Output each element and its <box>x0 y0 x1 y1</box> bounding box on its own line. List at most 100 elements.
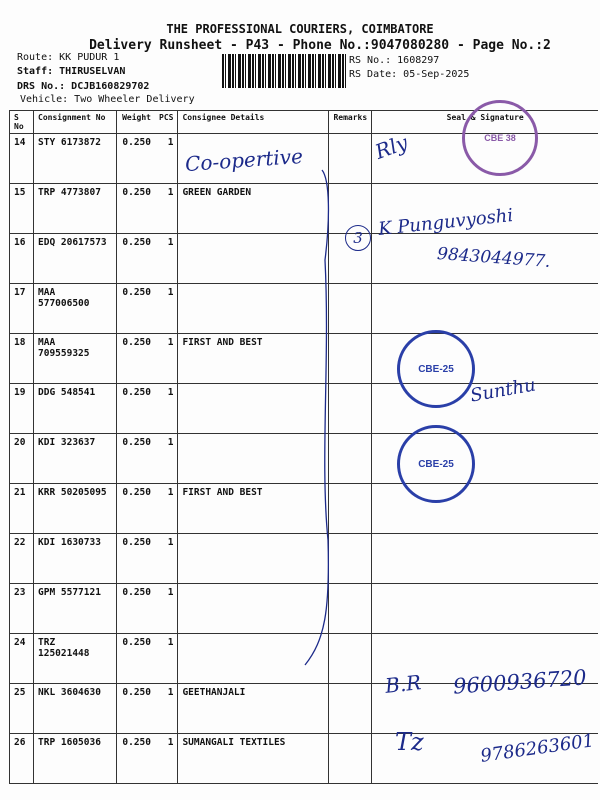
remarks-cell <box>328 383 373 434</box>
runsheet-subtitle: Delivery Runsheet - P43 - Phone No.:9047… <box>89 38 551 53</box>
consignment-number: KRR 50205095 <box>33 483 117 534</box>
weight: 0.250 <box>116 283 155 334</box>
col-weight: Weight <box>116 110 155 134</box>
handwritten-signature: B.R <box>383 670 423 698</box>
pieces: 1 <box>155 133 179 184</box>
serial-number: 19 <box>9 383 34 434</box>
seal-signature-cell <box>371 483 599 534</box>
seal-signature-cell <box>371 533 599 584</box>
weight: 0.250 <box>116 233 155 284</box>
pieces: 1 <box>155 383 179 434</box>
company-stamp: CBE-25 <box>397 425 475 503</box>
table-row: 25 NKL 3604630 0.250 1 GEETHANJALI <box>9 683 599 734</box>
col-consignment: Consignment No <box>33 110 117 134</box>
pieces: 1 <box>155 633 179 684</box>
rs-number: RS No.: 1608297 <box>349 55 440 66</box>
table-row: 24 TRZ 125021448 0.250 1 <box>9 633 599 684</box>
weight: 0.250 <box>116 583 155 634</box>
consignee-details: FIRST AND BEST <box>177 483 330 534</box>
consignee-details: FIRST AND BEST <box>177 333 330 384</box>
weight: 0.250 <box>116 183 155 234</box>
stamp-text: CBE-25 <box>418 363 454 375</box>
table-row: 16 EDQ 20617573 0.250 1 <box>9 233 599 284</box>
weight: 0.250 <box>116 683 155 734</box>
consignee-details <box>177 533 330 584</box>
seal-signature-cell <box>371 283 599 334</box>
table-row: 22 KDI 1630733 0.250 1 <box>9 533 599 584</box>
seal-signature-cell <box>371 583 599 634</box>
seal-signature-cell <box>371 683 599 734</box>
weight: 0.250 <box>116 483 155 534</box>
table-row: 17 MAA 577006500 0.250 1 <box>9 283 599 334</box>
seal-signature-cell <box>371 233 599 284</box>
handwritten-arrow-line <box>304 169 330 666</box>
consignee-details <box>177 433 330 484</box>
consignee-details <box>177 233 330 284</box>
seal-signature-cell <box>371 633 599 684</box>
serial-number: 14 <box>9 133 34 184</box>
weight: 0.250 <box>116 633 155 684</box>
remarks-cell <box>328 633 373 684</box>
remarks-cell <box>328 433 373 484</box>
vehicle: Vehicle: Two Wheeler Delivery <box>20 94 195 105</box>
remarks-cell <box>328 483 373 534</box>
weight: 0.250 <box>116 433 155 484</box>
pieces: 1 <box>155 683 179 734</box>
serial-number: 22 <box>9 533 34 584</box>
seal-signature-cell <box>371 183 599 234</box>
remarks-cell <box>328 683 373 734</box>
rs-date: RS Date: 05-Sep-2025 <box>349 69 470 80</box>
consignment-number: KDI 323637 <box>33 433 117 484</box>
consignment-number: TRP 4773807 <box>33 183 117 234</box>
circled-number: 3 <box>345 225 371 251</box>
col-consignee: Consignee Details <box>177 110 330 134</box>
serial-number: 24 <box>9 633 34 684</box>
pieces: 1 <box>155 483 179 534</box>
consignment-number: EDQ 20617573 <box>33 233 117 284</box>
col-sno: S No <box>9 110 34 134</box>
stamp-text: CBE-25 <box>418 458 454 470</box>
serial-number: 23 <box>9 583 34 634</box>
consignee-details: SUMANGALI TEXTILES <box>177 733 330 784</box>
consignee-details <box>177 383 330 434</box>
table-row: 26 TRP 1605036 0.250 1 SUMANGALI TEXTILES <box>9 733 599 784</box>
col-pcs: PCS <box>155 110 179 134</box>
pieces: 1 <box>155 583 179 634</box>
consignment-number: NKL 3604630 <box>33 683 117 734</box>
consignment-number: TRZ 125021448 <box>33 633 117 684</box>
consignment-number: STY 6173872 <box>33 133 117 184</box>
consignee-details <box>177 583 330 634</box>
handwritten-signature: Tz <box>395 728 424 756</box>
staff: Staff: THIRUSELVAN <box>17 66 126 77</box>
route: Route: KK PUDUR 1 <box>17 52 120 63</box>
weight: 0.250 <box>116 733 155 784</box>
cooperative-stamp: CBE 38 <box>462 100 538 176</box>
serial-number: 25 <box>9 683 34 734</box>
serial-number: 26 <box>9 733 34 784</box>
drs-number: DRS No.: DCJB160829702 <box>17 81 150 92</box>
serial-number: 21 <box>9 483 34 534</box>
consignment-number: TRP 1605036 <box>33 733 117 784</box>
weight: 0.250 <box>116 333 155 384</box>
consignment-number: MAA 709559325 <box>33 333 117 384</box>
pieces: 1 <box>155 433 179 484</box>
stamp-text: CBE 38 <box>484 133 516 143</box>
pieces: 1 <box>155 233 179 284</box>
pieces: 1 <box>155 533 179 584</box>
consignment-number: DDG 548541 <box>33 383 117 434</box>
seal-signature-cell <box>371 733 599 784</box>
consignee-details <box>177 283 330 334</box>
company-stamp: CBE-25 <box>397 330 475 408</box>
weight: 0.250 <box>116 133 155 184</box>
consignment-number: KDI 1630733 <box>33 533 117 584</box>
table-row: 21 KRR 50205095 0.250 1 FIRST AND BEST <box>9 483 599 534</box>
pieces: 1 <box>155 183 179 234</box>
company-title: THE PROFESSIONAL COURIERS, COIMBATORE <box>166 22 434 36</box>
serial-number: 18 <box>9 333 34 384</box>
consignment-number: GPM 5577121 <box>33 583 117 634</box>
serial-number: 17 <box>9 283 34 334</box>
pieces: 1 <box>155 333 179 384</box>
consignee-details: GEETHANJALI <box>177 683 330 734</box>
col-remarks: Remarks <box>328 110 373 134</box>
pieces: 1 <box>155 283 179 334</box>
